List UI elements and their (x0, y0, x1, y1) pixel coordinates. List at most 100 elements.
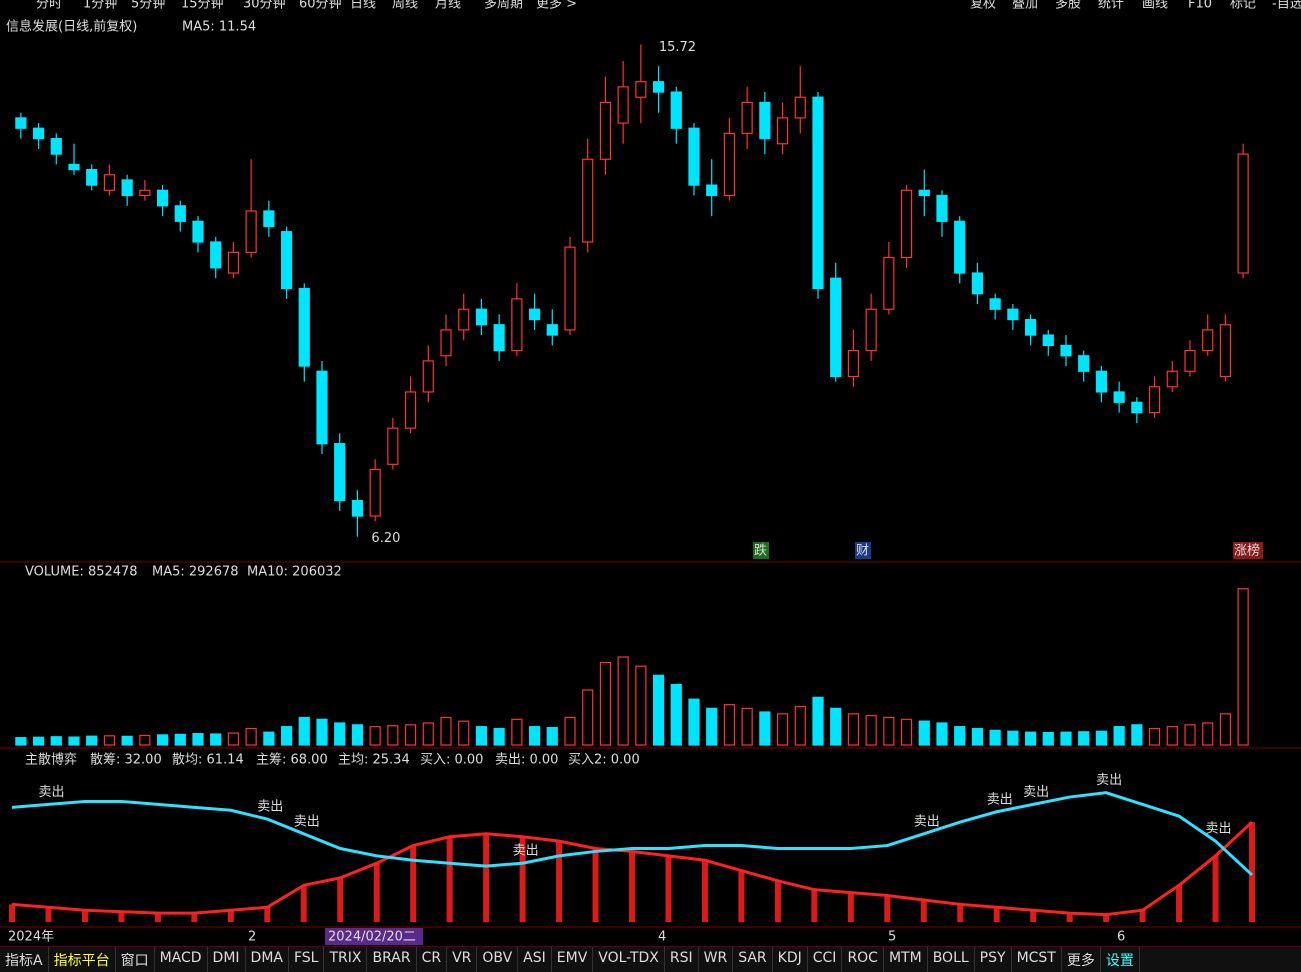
tab[interactable]: CCI (808, 947, 843, 972)
tab[interactable]: RSI (665, 947, 699, 972)
volume-bar (351, 724, 364, 746)
candle-body (1042, 334, 1054, 347)
volume-bar (688, 698, 700, 746)
volume-bar (883, 716, 895, 746)
main-bar (701, 860, 708, 922)
signal: 卖出 (294, 814, 320, 829)
signal: 卖出 (914, 814, 940, 829)
volume-bar (776, 713, 789, 746)
candle-body (369, 468, 381, 517)
tab[interactable]: DMI (208, 947, 246, 972)
tab[interactable]: BOLL (928, 947, 975, 972)
candle-body (32, 127, 45, 140)
candle-body (812, 96, 824, 290)
main-bar (483, 833, 490, 922)
volume-bar (564, 716, 576, 746)
main-bar (811, 889, 818, 922)
candle-body (1131, 401, 1143, 414)
volume-legend: MA5: 292678 (152, 565, 239, 580)
tab[interactable]: 更多 (1062, 947, 1101, 972)
tab[interactable]: OBV (477, 947, 519, 972)
tab[interactable]: FSL (289, 947, 325, 972)
tab[interactable]: VR (447, 947, 478, 972)
tab[interactable]: SAR (733, 947, 773, 972)
candle-body (103, 174, 116, 191)
candle-body (1184, 349, 1196, 372)
volume-bar (369, 726, 381, 746)
candle-body (280, 231, 293, 290)
tab[interactable]: 指标A (0, 947, 49, 972)
candle-body (989, 298, 1001, 310)
main-bar (1139, 910, 1146, 922)
volume-bar (422, 722, 434, 746)
volume-bar (210, 733, 222, 746)
tab[interactable]: ROC (842, 947, 884, 972)
main-bar (957, 904, 964, 922)
signal: 卖出 (1023, 785, 1049, 800)
menu-item: 1分钟 (83, 0, 117, 12)
tab[interactable]: TRIX (324, 947, 368, 972)
main-bar (884, 895, 891, 922)
main-bar (337, 877, 344, 922)
signal: 卖出 (987, 792, 1013, 807)
candle-body (582, 158, 594, 243)
tab[interactable]: KDJ (773, 947, 808, 972)
tab[interactable]: BRAR (367, 947, 417, 972)
menu-item: 5分钟 (131, 0, 165, 12)
indicator-legend: 散均: 61.14 (172, 753, 244, 768)
volume-bar (280, 726, 293, 746)
low-label: 6.20 (371, 531, 400, 546)
tab[interactable]: 指标平台 (49, 947, 116, 972)
indicator-legend: 买入: 0.00 (420, 753, 483, 768)
tab[interactable]: ASI (518, 947, 552, 972)
tab[interactable]: EMV (552, 947, 594, 972)
tab[interactable]: PSY (975, 947, 1012, 972)
signal: 卖出 (38, 785, 64, 800)
volume-bar (493, 727, 505, 746)
candle-body (706, 184, 718, 197)
volume-bar (670, 683, 682, 746)
candle-body (1113, 391, 1125, 403)
indicator-legend: 散筹: 32.00 (90, 752, 162, 768)
candle-body (741, 101, 753, 135)
tab-bar: 指标A 指标平台 窗口 MACD DMI DMA FSL TRIX BRAR CR VR OBV ASI… (0, 946, 1301, 972)
tab[interactable]: MTM (884, 947, 928, 972)
signal: 卖出 (513, 844, 539, 859)
tab[interactable]: 窗口 (116, 947, 155, 972)
volume-bar (103, 735, 116, 746)
tab[interactable]: MACD (155, 947, 208, 972)
series-line (11, 820, 1254, 917)
candle-body (351, 499, 364, 517)
menu-item: 15分钟 (181, 0, 224, 12)
volume-bar (1237, 588, 1249, 746)
indicator-legend: 卖出: 0.00 (495, 753, 558, 768)
volume-bar (1184, 724, 1196, 746)
candle-body (68, 163, 80, 171)
candle-body (404, 391, 417, 429)
candle-body (865, 308, 877, 352)
candle-body (652, 81, 665, 93)
volume-bar (458, 720, 470, 746)
candle-body (86, 169, 98, 186)
menu-item: 更多 > (536, 0, 577, 12)
date-label: 2024年 (8, 930, 54, 945)
tab[interactable]: DMA (246, 947, 289, 972)
tab[interactable]: WR (699, 947, 734, 972)
menu-item: 标记 (1230, 0, 1256, 12)
signal: 卖出 (257, 800, 283, 815)
candle-body (1078, 355, 1090, 372)
volume-bar (971, 727, 984, 746)
tab[interactable]: 设置 (1101, 947, 1140, 972)
candle-body (936, 194, 948, 222)
tab[interactable]: VOL-TDX (593, 947, 665, 972)
volume-bar (1113, 726, 1125, 746)
candle-body (493, 324, 505, 352)
badge-bg (855, 542, 871, 559)
ma-label: MA5: 11.54 (182, 20, 256, 35)
candle-body (1060, 344, 1072, 357)
tab[interactable]: MCST (1012, 947, 1062, 972)
tab[interactable]: CR (417, 947, 448, 972)
volume-bar (1131, 724, 1143, 746)
candle-body (139, 189, 151, 197)
